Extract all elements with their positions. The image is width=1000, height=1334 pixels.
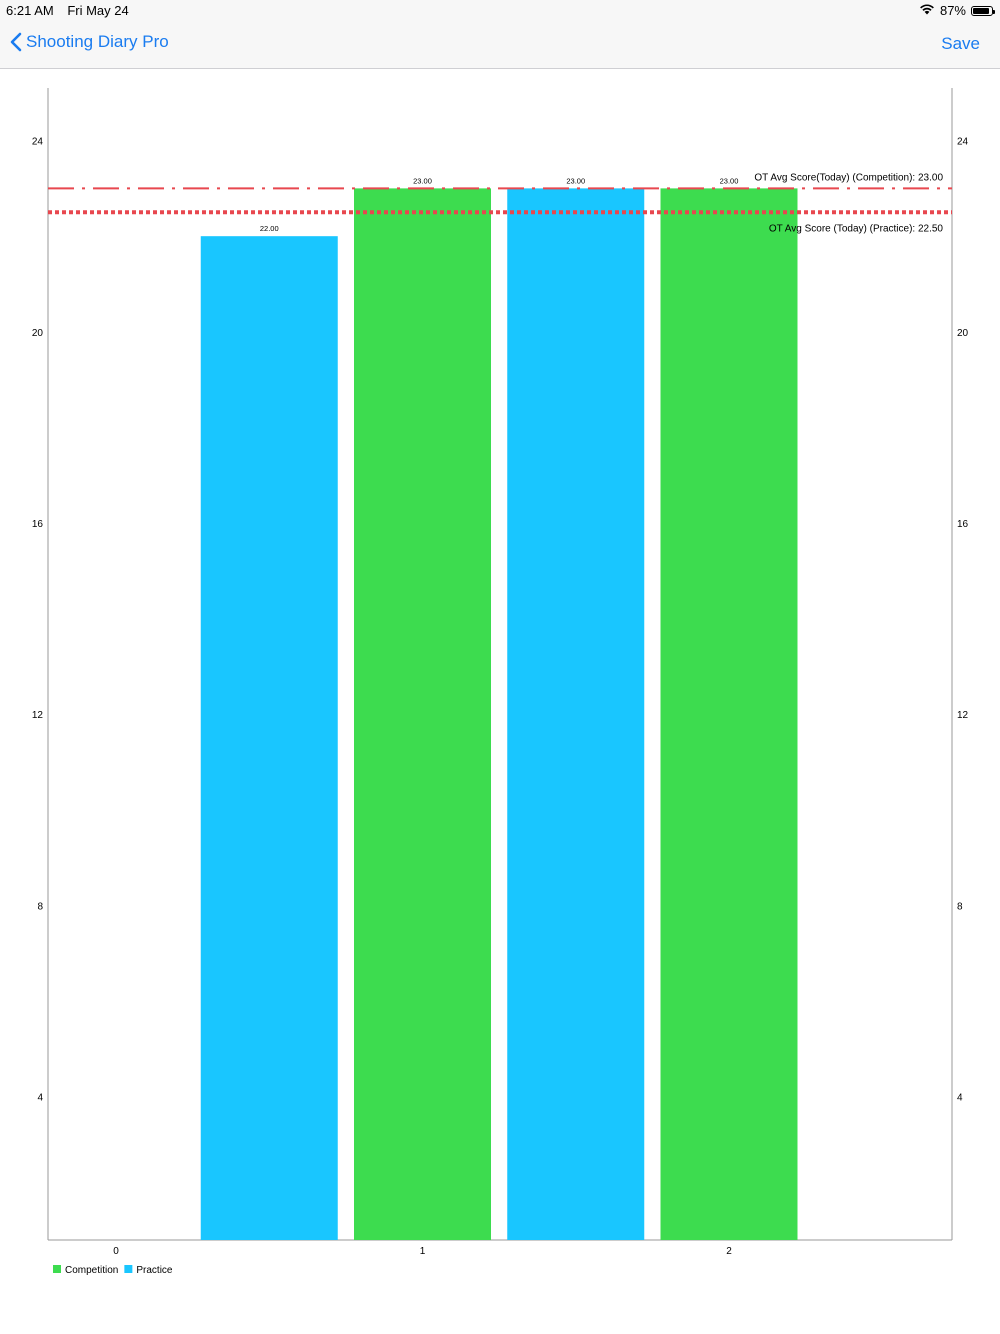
status-right: 87% xyxy=(919,3,995,18)
back-button-label: Shooting Diary Pro xyxy=(26,32,169,51)
y-tick-label-right: 8 xyxy=(957,901,963,912)
status-left: 6:21 AM Fri May 24 xyxy=(6,3,129,18)
battery-fill xyxy=(973,7,989,14)
y-tick-label-left: 4 xyxy=(37,1093,43,1104)
status-time: 6:21 AM xyxy=(6,3,54,18)
bar-competition xyxy=(660,188,798,1241)
bar-practice xyxy=(507,188,645,1241)
bar-practice xyxy=(200,236,338,1241)
y-tick-label-right: 16 xyxy=(957,519,969,530)
legend-label: Competition xyxy=(65,1265,118,1276)
status-date: Fri May 24 xyxy=(67,3,129,18)
bar-competition xyxy=(354,188,491,1241)
save-button[interactable]: Save xyxy=(941,34,980,53)
legend-swatch-practice xyxy=(124,1265,133,1273)
bar-value-label: 23.00 xyxy=(566,176,585,185)
status-bar: 6:21 AM Fri May 24 87% xyxy=(0,0,1000,20)
wifi-icon xyxy=(919,3,935,18)
bar-value-label: 23.00 xyxy=(720,176,739,185)
legend-label: Practice xyxy=(136,1265,173,1276)
y-tick-label-right: 24 xyxy=(957,137,969,148)
bar-value-label: 23.00 xyxy=(413,176,432,185)
y-tick-label-left: 8 xyxy=(37,901,43,912)
limit-line-label: OT Avg Score(Today) (Competition): 23.00 xyxy=(754,172,943,183)
y-tick-label-left: 12 xyxy=(32,710,44,721)
y-tick-label-left: 24 xyxy=(32,137,44,148)
battery-icon xyxy=(971,5,995,16)
limit-line-label: OT Avg Score (Today) (Practice): 22.50 xyxy=(769,223,944,234)
x-tick-label: 1 xyxy=(420,1246,426,1257)
y-tick-label-right: 20 xyxy=(957,328,969,339)
y-tick-label-right: 4 xyxy=(957,1093,963,1104)
back-button[interactable]: Shooting Diary Pro xyxy=(10,32,169,52)
x-tick-label: 0 xyxy=(113,1246,119,1257)
battery-percent: 87% xyxy=(939,3,966,18)
legend-swatch-competition xyxy=(53,1265,61,1273)
chevron-left-icon xyxy=(10,32,22,52)
x-tick-label: 2 xyxy=(726,1246,732,1257)
y-tick-label-left: 20 xyxy=(32,328,44,339)
navigation-bar: Shooting Diary Pro Save xyxy=(0,20,1000,69)
y-tick-label-right: 12 xyxy=(957,710,969,721)
y-tick-label-left: 16 xyxy=(32,519,44,530)
bar-value-label: 22.00 xyxy=(260,224,279,233)
